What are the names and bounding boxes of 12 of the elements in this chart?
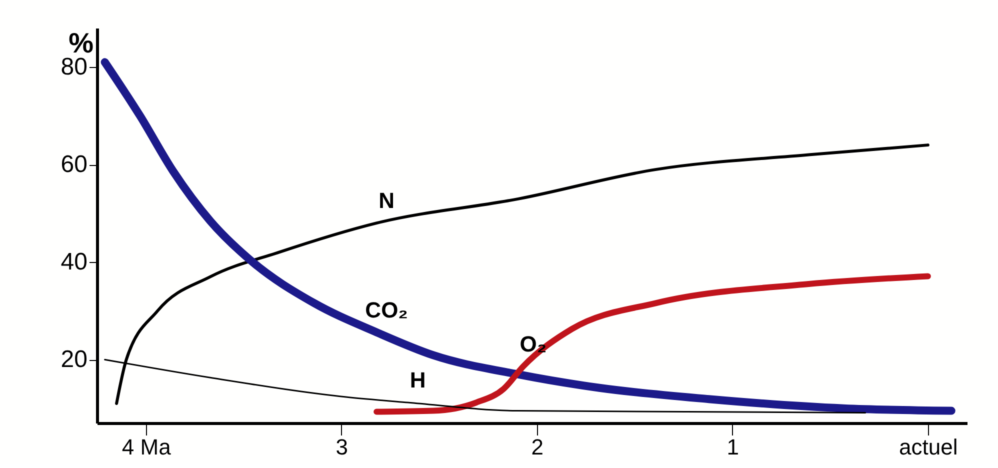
x-tick-label: 1 (726, 434, 740, 460)
series-label: H (410, 368, 426, 393)
series-label: N (378, 188, 395, 214)
y-tick-label: 20 (60, 346, 88, 374)
x-tick-label: actuel (899, 434, 958, 460)
x-tick-label: 3 (336, 434, 348, 460)
x-tick-label: 4 Ma (122, 434, 172, 460)
y-tick-label: 60 (60, 151, 88, 178)
y-tick-label: 40 (60, 248, 88, 276)
series-label: CO₂ (365, 297, 408, 322)
series-label: O₂ (520, 331, 547, 356)
x-tick-label: 2 (531, 434, 544, 460)
